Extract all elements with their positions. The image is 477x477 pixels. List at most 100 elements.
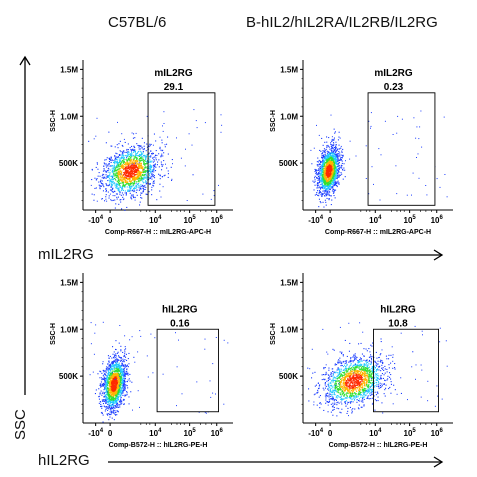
event-dot (332, 178, 334, 180)
event-dot (330, 179, 332, 181)
event-dot (328, 164, 330, 166)
event-dot (161, 139, 163, 141)
event-dot (329, 161, 331, 163)
event-dot (123, 384, 125, 386)
event-dot (111, 400, 113, 402)
event-dot (143, 169, 145, 171)
event-dot (107, 367, 109, 369)
event-dot (329, 173, 331, 175)
event-dot (135, 185, 137, 187)
event-dot (129, 167, 131, 169)
event-dot (155, 170, 157, 172)
event-dot (141, 156, 143, 158)
event-dot (370, 112, 372, 114)
event-dot (116, 410, 118, 412)
event-dot (116, 378, 118, 380)
event-dot (324, 175, 326, 177)
event-dot (115, 375, 117, 377)
event-dot (161, 153, 163, 155)
event-dot (122, 181, 124, 183)
event-dot (110, 375, 112, 377)
event-dot (150, 150, 152, 152)
y-axis-title: SSC-H (50, 323, 57, 345)
event-dot (331, 153, 333, 155)
event-dot (116, 368, 118, 370)
event-dot (109, 177, 111, 179)
event-dot (321, 172, 323, 174)
event-dot (332, 156, 334, 158)
event-dot (106, 382, 108, 384)
event-dot (140, 175, 142, 177)
event-dot (126, 149, 128, 151)
event-dot (116, 144, 118, 146)
event-dot (156, 164, 158, 166)
event-dot (114, 355, 116, 357)
event-dot (117, 375, 119, 377)
event-dot (114, 161, 116, 163)
event-dot (117, 163, 119, 165)
event-dot (109, 407, 111, 409)
event-dot (321, 161, 323, 163)
event-dot (316, 192, 318, 194)
event-dot (122, 181, 124, 183)
event-dot (110, 371, 112, 373)
event-dot (130, 171, 132, 173)
event-dot (115, 398, 117, 400)
event-dot (131, 168, 133, 170)
event-dot (337, 158, 339, 160)
event-dot (131, 162, 133, 164)
event-dot (333, 145, 335, 147)
event-dot (94, 187, 96, 189)
event-dot (142, 152, 144, 154)
event-dot (129, 171, 131, 173)
event-dot (322, 152, 324, 154)
event-dot (329, 181, 331, 183)
event-dot (99, 185, 101, 187)
event-dot (122, 375, 124, 377)
event-dot (131, 176, 133, 178)
event-dot (119, 191, 121, 193)
event-dot (136, 155, 138, 157)
event-dot (114, 375, 116, 377)
event-dot (133, 187, 135, 189)
event-dot (333, 176, 335, 178)
event-dot (124, 192, 126, 194)
event-dot (106, 406, 108, 408)
event-dot (161, 165, 163, 167)
event-dot (149, 177, 151, 179)
event-dot (108, 161, 110, 163)
event-dot (116, 399, 118, 401)
event-dot (140, 192, 142, 194)
event-dot (104, 392, 106, 394)
event-dot (139, 188, 141, 190)
event-dot (319, 181, 321, 183)
event-dot (124, 370, 126, 372)
event-dot (111, 378, 113, 380)
event-dot (150, 165, 152, 167)
event-dot (111, 381, 113, 383)
event-dot (139, 145, 141, 147)
event-dot (107, 373, 109, 375)
event-dot (117, 380, 119, 382)
event-dot (137, 184, 139, 186)
event-dot (135, 160, 137, 162)
event-dot (111, 180, 113, 182)
event-dot (146, 182, 148, 184)
event-dot (126, 359, 128, 361)
event-dot (113, 162, 115, 164)
event-dot (107, 390, 109, 392)
event-dot (152, 169, 154, 171)
event-dot (139, 171, 141, 173)
event-dot (337, 160, 339, 162)
event-dot (136, 177, 138, 179)
event-dot (319, 164, 321, 166)
event-dot (220, 114, 222, 116)
event-dot (124, 162, 126, 164)
event-dot (322, 194, 324, 196)
event-dot (116, 367, 118, 369)
event-dot (106, 397, 108, 399)
event-dot (141, 146, 143, 148)
event-dot (102, 170, 104, 172)
event-dot (337, 163, 339, 165)
event-dot (138, 153, 140, 155)
